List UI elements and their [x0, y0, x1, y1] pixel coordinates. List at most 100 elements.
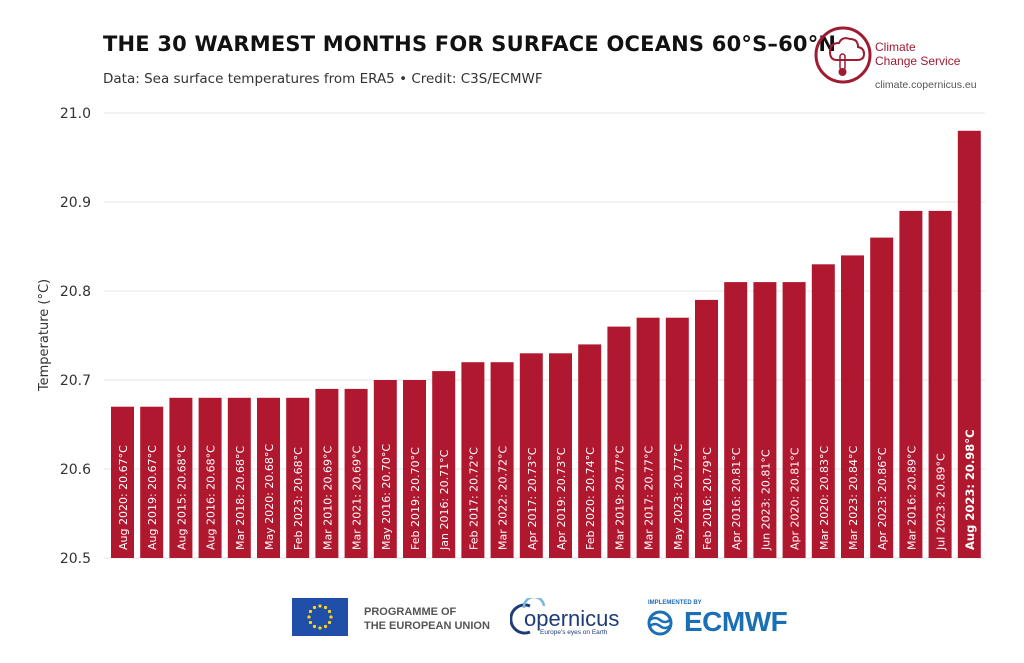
eu-star-icon: [327, 609, 332, 614]
bar-label: Mar 2010: 20.69°C: [321, 446, 334, 550]
chart-subtitle: Data: Sea surface temperatures from ERA5…: [103, 71, 543, 87]
bar-label: Mar 2017: 20.77°C: [643, 446, 656, 550]
bar-label: Apr 2016: 20.81°C: [730, 447, 743, 550]
bar-label: Apr 2019: 20.73°C: [555, 447, 568, 550]
eu-line-1: PROGRAMME OF: [364, 606, 457, 618]
eu-star-icon: [318, 604, 322, 608]
y-tick-label: 20.7: [60, 373, 91, 389]
eu-star-icon: [327, 620, 332, 625]
bar-labels: Aug 2020: 20.67°C Aug 2019: 20.67°C Aug 20…: [117, 430, 977, 552]
bar-label: May 2020: 20.68°C: [263, 444, 276, 550]
bar-feb-2023: [286, 397, 310, 558]
y-tick-label: 20.5: [60, 551, 91, 567]
bar-label: May 2023: 20.77°C: [672, 444, 685, 550]
eu-star-icon: [307, 615, 311, 619]
bar-label: Mar 2023: 20.84°C: [847, 446, 860, 550]
eu-star-icon: [308, 620, 313, 625]
bar-aug-2015: [169, 397, 193, 558]
y-tick-labels: 20.5 20.6 20.7 20.8 20.9 21.0: [60, 106, 91, 567]
bar-mar-2021: [344, 388, 368, 558]
ecmwf-logo-icon: [647, 610, 673, 636]
bar-apr-2017: [519, 353, 543, 558]
bar-jan-2016: [432, 371, 456, 558]
bar-mar-2023: [841, 255, 864, 558]
bar-apr-2023: [870, 237, 894, 558]
bars: [111, 130, 981, 559]
eu-flag-icon: [292, 598, 348, 636]
y-tick-label: 21.0: [60, 106, 91, 122]
bar-label: Aug 2015: 20.68°C: [175, 445, 188, 550]
bar-mar-2020: [811, 264, 835, 558]
chart-title: THE 30 WARMEST MONTHS FOR SURFACE OCEANS…: [103, 32, 837, 56]
copernicus-tagline: Europe's eyes on Earth: [540, 629, 608, 636]
c3s-url: climate.copernicus.eu: [875, 79, 977, 91]
y-tick-label: 20.8: [60, 284, 91, 300]
bar-label: Mar 2020: 20.83°C: [818, 446, 831, 550]
eu-star-icon: [329, 615, 333, 619]
bar-label: Mar 2022: 20.72°C: [497, 446, 510, 550]
bar-label: Apr 2020: 20.81°C: [789, 447, 802, 550]
bar-aug-2016: [198, 397, 222, 558]
eu-line-2: THE EUROPEAN UNION: [364, 620, 490, 632]
eu-star-icon: [323, 624, 328, 629]
bar-mar-2019: [607, 326, 631, 558]
bar-jul-2023: [928, 210, 952, 558]
bar-label: Feb 2016: 20.79°C: [701, 447, 714, 550]
bar-label: Aug 2023: 20.98°C: [963, 430, 977, 551]
bar-aug-2023: [957, 130, 981, 559]
copernicus-wordmark: opernicus: [524, 606, 620, 631]
bar-feb-2020: [578, 344, 602, 558]
bar-feb-2017: [461, 362, 485, 558]
bar-label: Aug 2016: 20.68°C: [205, 445, 218, 550]
bar-chart: 20.5 20.6 20.7 20.8 20.9 21.0 Temperature (°C…: [37, 106, 985, 567]
y-tick-label: 20.9: [60, 195, 91, 211]
bar-label: Aug 2019: 20.67°C: [146, 445, 159, 550]
bar-label: Mar 2018: 20.68°C: [234, 446, 247, 550]
bar-may-2020: [257, 397, 280, 558]
bar-label: Feb 2019: 20.70°C: [409, 447, 422, 550]
bar-mar-2017: [636, 317, 660, 558]
bar-may-2016: [373, 380, 397, 558]
eu-star-icon: [318, 626, 322, 630]
bar-label: Apr 2017: 20.73°C: [526, 447, 539, 550]
bar-mar-2018: [227, 397, 251, 558]
grid-lines: [104, 112, 985, 559]
bar-may-2023: [665, 317, 689, 558]
bar-label: Apr 2023: 20.86°C: [876, 447, 889, 550]
bar-label: Jul 2023: 20.89°C: [935, 453, 948, 551]
c3s-line-1: Climate: [875, 40, 916, 54]
implemented-by-text: IMPLEMENTED BY: [648, 600, 702, 606]
ecmwf-wordmark: ECMWF: [684, 606, 788, 637]
eu-programme-text: PROGRAMME OF THE EUROPEAN UNION: [364, 605, 490, 633]
bar-label: Jun 2023: 20.81°C: [759, 449, 772, 551]
eu-star-icon: [312, 605, 317, 610]
c3s-brand-text: Climate Change Service: [875, 40, 960, 68]
bar-apr-2016: [724, 282, 748, 558]
bar-label: Aug 2020: 20.67°C: [117, 445, 130, 550]
c3s-line-2: Change Service: [875, 54, 961, 68]
bar-label: Jan 2016: 20.71°C: [438, 449, 451, 551]
eu-star-icon: [308, 609, 313, 614]
y-tick-label: 20.6: [60, 462, 91, 478]
bar-feb-2019: [403, 380, 426, 558]
bar-mar-2010: [315, 388, 339, 558]
y-axis-label: Temperature (°C): [37, 279, 52, 392]
c3s-logo-icon: [814, 26, 872, 84]
copernicus-logo-icon: [510, 598, 546, 635]
bar-label: Mar 2019: 20.77°C: [613, 446, 626, 550]
bar-mar-2016: [899, 210, 923, 558]
bar-feb-2016: [695, 299, 718, 558]
bar-label: Feb 2023: 20.68°C: [292, 447, 305, 550]
eu-star-icon: [312, 624, 317, 629]
bar-label: Feb 2017: 20.72°C: [467, 447, 480, 550]
bar-aug-2019: [140, 406, 164, 558]
eu-star-icon: [323, 605, 328, 610]
bar-aug-2020: [111, 406, 134, 558]
bar-apr-2019: [549, 353, 572, 558]
bar-label: Mar 2016: 20.89°C: [905, 446, 918, 550]
bar-apr-2020: [782, 282, 806, 558]
bar-label: Mar 2021: 20.69°C: [351, 446, 364, 550]
bar-label: May 2016: 20.70°C: [380, 444, 393, 550]
bar-mar-2022: [490, 362, 514, 558]
bar-label: Feb 2020: 20.74°C: [584, 447, 597, 550]
